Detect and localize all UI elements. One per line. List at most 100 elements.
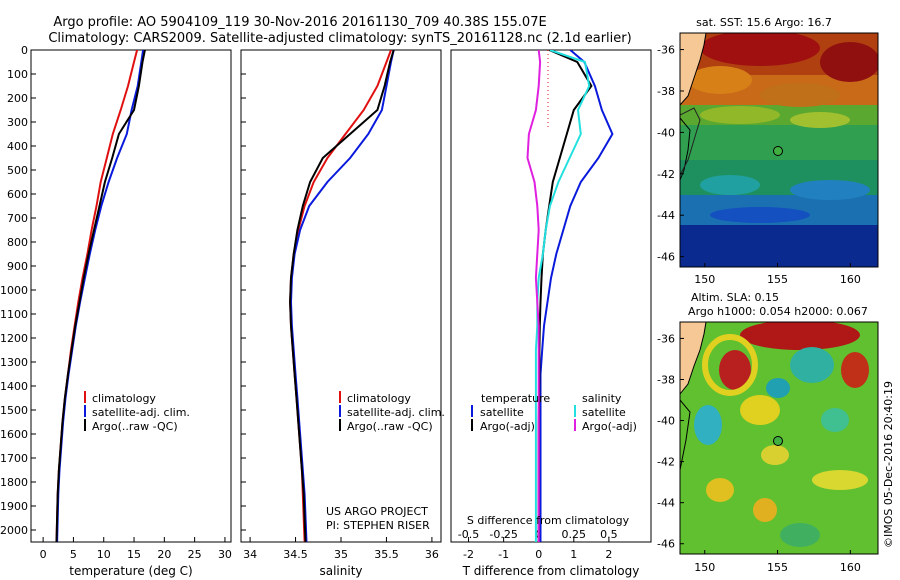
depth-tick-label: 600 [7,188,28,201]
project-credit: US ARGO PROJECT [326,505,428,518]
header-title-line1: Argo profile: AO 5904109_119 30-Nov-2016… [53,15,546,30]
depth-tick-label: 2000 [0,524,28,537]
depth-tick-label: 0 [21,44,28,57]
depth-tick-label: 400 [7,140,28,153]
temperature-xlabel: temperature (deg C) [69,564,192,578]
legend-label-temp-argo: Argo(-adj) [480,420,535,433]
sst-map-panel: sat. SST: 15.6 Argo: 16.7 -36 [657,16,879,286]
difference-panel: -2 -1 0 1 2-0.5 -0.25 0 0.25 0.5 S difference fr… [450,49,652,578]
series-line-argo-raw-qc- [55,50,146,542]
s-diff-tick-label: 0.25 [562,528,587,541]
series-line-salinity-argo-adj- [526,50,542,542]
legend-title-temperature: temperature [481,392,550,405]
legend-label-temp-satellite: satellite [480,406,524,419]
s-diff-tick-label: 0.5 [600,528,618,541]
header-title-line2: Climatology: CARS2009. Satellite-adjuste… [48,31,631,46]
legend-label-climatology: climatology [92,392,156,405]
depth-tick-label: 1300 [0,356,28,369]
salinity-panel: 34 34.5 35 35.5 36 salinity climatology sate… [240,49,445,578]
series-line-argo-raw-qc- [289,50,395,542]
pi-credit: PI: STEPHEN RISER [326,519,430,532]
sla-map-frame [679,321,879,555]
depth-tick-label: 1400 [0,380,28,393]
depth-tick-label: 700 [7,212,28,225]
salinity-xlabel: salinity [319,564,362,578]
legend-label-sal-argo: Argo(-adj) [582,420,637,433]
lat-tick-label: -36 [657,44,675,57]
x-tick-label: 36 [425,548,439,561]
lat-tick-label: -40 [657,126,675,139]
legend-label-sal-satellite: satellite [582,406,626,419]
depth-tick-label: 800 [7,236,28,249]
legend-label-satellite: satellite-adj. clim. [92,406,190,419]
series-line-temperature-satellite [539,50,614,542]
legend-label-climatology: climatology [347,392,411,405]
depth-tick-label: 1800 [0,476,28,489]
temperature-panel: 0100200300400500600700800900100011001200… [0,44,232,578]
x-tick-label: 1 [570,548,577,561]
x-tick-label: 25 [188,548,202,561]
s-difference-label: S difference from climatology [467,514,630,527]
sla-map-title1: Altim. SLA: 0.15 [691,291,779,304]
x-tick-label: 10 [97,548,111,561]
lat-tick-label: -46 [657,251,675,264]
series-line-salinity-satellite [534,50,591,542]
salinity-legend: climatology satellite-adj. clim. Argo(..… [339,391,445,433]
lon-tick-label: 150 [694,273,715,286]
depth-tick-label: 1100 [0,308,28,321]
depth-tick-label: 1700 [0,452,28,465]
x-tick-label: 34 [243,548,257,561]
depth-tick-label: 1500 [0,404,28,417]
depth-tick-label: 100 [7,68,28,81]
depth-tick-label: 900 [7,260,28,273]
x-tick-label: 34.5 [283,548,308,561]
lat-tick-label: -40 [657,415,675,428]
x-tick-label: 35 [334,548,348,561]
lat-tick-label: -36 [657,332,675,345]
sla-map-title2: Argo h1000: 0.054 h2000: 0.067 [688,305,868,318]
depth-tick-label: 1200 [0,332,28,345]
temperature-plot-frame [30,49,232,543]
lat-tick-label: -38 [657,373,675,386]
s-diff-tick-label: -0.25 [489,528,517,541]
difference-plot-frame [450,49,652,543]
depth-tick-label: 1600 [0,428,28,441]
lon-tick-label: 150 [694,561,715,574]
t-difference-xlabel: T difference from climatology [462,564,640,578]
lon-tick-label: 155 [767,561,788,574]
sst-map-frame [679,32,879,268]
sla-argo-marker [773,436,783,446]
s-diff-tick-label: -0.5 [458,528,479,541]
sst-argo-marker [773,146,783,156]
x-tick-label: 5 [70,548,77,561]
lat-tick-label: -42 [657,456,675,469]
lat-tick-label: -44 [657,497,675,510]
salinity-plot-frame [240,49,442,543]
depth-tick-label: 500 [7,164,28,177]
lat-tick-label: -38 [657,85,675,98]
lon-tick-label: 160 [840,273,861,286]
lon-tick-label: 155 [767,273,788,286]
sla-map-image [680,322,878,554]
x-tick-label: 20 [157,548,171,561]
depth-tick-label: 200 [7,92,28,105]
lat-tick-label: -42 [657,168,675,181]
imos-credit: ©IMOS 05-Dec-2016 20:40:19 [882,381,895,548]
depth-tick-label: 300 [7,116,28,129]
x-tick-label: 0 [535,548,542,561]
x-tick-label: 35.5 [374,548,399,561]
x-tick-label: 15 [127,548,141,561]
legend-title-salinity: salinity [582,392,622,405]
x-tick-label: 2 [605,548,612,561]
difference-legend: temperature salinity satellite Argo(-adj… [471,392,637,433]
lat-tick-label: -46 [657,538,675,551]
sla-map-panel: Altim. SLA: 0.15 Argo h1000: 0.054 h2000… [657,291,895,574]
sst-map-image [680,33,878,267]
x-tick-label: 30 [218,548,232,561]
depth-tick-label: 1000 [0,284,28,297]
x-tick-label: -1 [498,548,509,561]
x-tick-label: 0 [40,548,47,561]
lon-tick-label: 160 [840,561,861,574]
legend-label-satellite: satellite-adj. clim. [347,406,445,419]
